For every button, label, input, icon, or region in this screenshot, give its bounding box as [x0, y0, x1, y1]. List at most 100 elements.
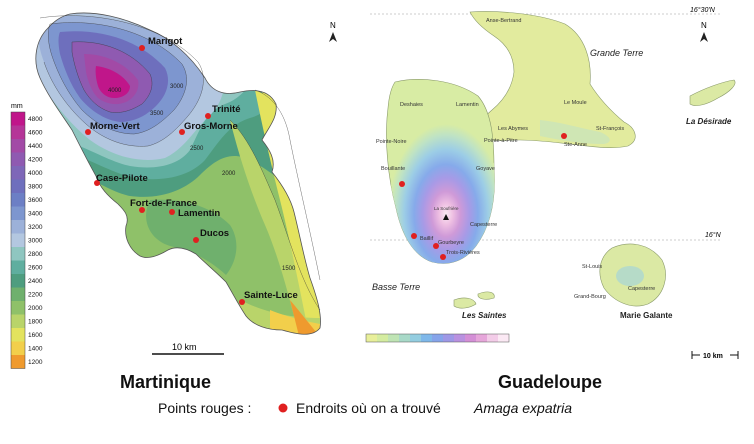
legend-tick-label: 3800 — [28, 183, 43, 190]
guadeloupe-map: 16°30'N 16°N Grande Terre Basse Terre La… — [365, 6, 739, 392]
legend-swatch — [11, 220, 25, 234]
sample-point-marker — [239, 299, 245, 305]
legend-swatch — [399, 334, 410, 342]
rainfall-legend: mm 4800 4600 4400 4200 4000 3800 3600 3400 3200 3… — [10, 103, 43, 369]
legend-swatch — [11, 206, 25, 220]
svg-text:Capesterre: Capesterre — [628, 286, 655, 292]
legend-tick-label: 1600 — [28, 332, 43, 339]
legend-tick-label: 2200 — [28, 291, 43, 298]
svg-text:La Désirade: La Désirade — [686, 117, 732, 126]
martinique-title: Martinique — [120, 372, 211, 392]
svg-text:Anse-Bertrand: Anse-Bertrand — [486, 18, 521, 24]
sample-point-marker — [399, 181, 405, 187]
martinique-contour-labels: 4000 3500 3000 2500 2000 1500 — [108, 84, 296, 272]
sample-point-marker — [193, 237, 199, 243]
svg-text:Le Moule: Le Moule — [564, 100, 587, 106]
legend-swatch — [377, 334, 388, 342]
guadeloupe-places: Anse-Bertrand Deshaies Lamentin Le Moule… — [376, 18, 655, 300]
martinique-map: 4000 3500 3000 2500 2000 1500 Marigot Tr… — [10, 12, 337, 392]
sample-point-marker — [205, 113, 211, 119]
place-label: Lamentin — [178, 208, 220, 219]
sample-point-marker — [440, 254, 446, 260]
legend-swatch — [11, 260, 25, 274]
legend-swatch — [498, 334, 509, 342]
legend-swatch — [11, 193, 25, 207]
sample-point-marker — [169, 209, 175, 215]
legend-swatch — [388, 334, 399, 342]
legend-swatch — [432, 334, 443, 342]
legend-swatch — [11, 287, 25, 301]
svg-text:Basse Terre: Basse Terre — [372, 282, 420, 292]
legend-swatch — [487, 334, 498, 342]
legend-tick-label: 2400 — [28, 278, 43, 285]
legend-swatch — [476, 334, 487, 342]
svg-text:Trois-Rivières: Trois-Rivières — [446, 250, 480, 256]
legend-tick-label: 1800 — [28, 318, 43, 325]
legend-swatch — [11, 125, 25, 139]
legend-tick-label: 3000 — [28, 237, 43, 244]
svg-text:Bouillante: Bouillante — [381, 166, 405, 172]
legend-swatch — [11, 247, 25, 261]
svg-text:10 km: 10 km — [703, 353, 723, 360]
contour-label: 2000 — [222, 171, 236, 177]
svg-text:16°30'N: 16°30'N — [690, 6, 716, 14]
legend-swatch — [11, 301, 25, 315]
svg-text:Grande Terre: Grande Terre — [590, 48, 643, 58]
contour-label: 2500 — [190, 146, 204, 152]
legend-swatch — [11, 139, 25, 153]
legend-swatch — [11, 314, 25, 328]
contour-label: 4000 — [108, 88, 122, 94]
place-label: Gros-Morne — [184, 121, 238, 132]
caption-prefix: Points rouges : — [158, 400, 251, 416]
place-label: Morne-Vert — [90, 121, 140, 132]
legend-tick-label: 4200 — [28, 156, 43, 163]
legend-swatch — [443, 334, 454, 342]
red-point-legend-icon — [278, 403, 288, 413]
legend-swatches — [10, 111, 26, 369]
legend-swatch — [410, 334, 421, 342]
legend-border — [365, 333, 510, 343]
legend-swatch — [421, 334, 432, 342]
les-saintes-island — [453, 297, 477, 309]
caption-text: Endroits où on a trouvé — [296, 400, 441, 416]
sample-point-marker — [433, 243, 439, 249]
guadeloupe-sample-points — [399, 133, 567, 260]
svg-text:Les Saintes: Les Saintes — [462, 311, 507, 320]
martinique-contours — [39, 15, 321, 311]
legend-tick-label: 3200 — [28, 224, 43, 231]
legend-tick-label: 1200 — [28, 359, 43, 366]
svg-text:N: N — [701, 21, 707, 30]
svg-text:Lamentin: Lamentin — [456, 102, 479, 108]
legend-swatch — [366, 334, 377, 342]
north-arrow-icon: N — [329, 21, 337, 42]
legend-swatch — [465, 334, 476, 342]
svg-text:Gourbeyre: Gourbeyre — [438, 240, 464, 246]
guadeloupe-rainfall-legend — [365, 333, 510, 343]
legend-tick-label: 1400 — [28, 345, 43, 352]
legend-tick-label: 2600 — [28, 264, 43, 271]
guadeloupe-region-labels: Grande Terre Basse Terre La Désirade Les… — [372, 48, 732, 320]
legend-tick-labels: 4800 4600 4400 4200 4000 3800 3600 3400 3200 3000… — [28, 116, 43, 366]
contour-label: 3000 — [170, 84, 184, 90]
legend-swatch — [11, 328, 25, 342]
legend-tick-label: 2800 — [28, 251, 43, 258]
north-arrow-icon: N — [700, 21, 708, 42]
svg-text:N: N — [330, 21, 336, 30]
place-label: Sainte-Luce — [244, 290, 298, 301]
svg-text:St-François: St-François — [596, 126, 624, 132]
sample-point-marker — [139, 45, 145, 51]
sample-point-marker — [139, 207, 145, 213]
sample-point-marker — [179, 129, 185, 135]
legend-swatch — [11, 233, 25, 247]
svg-text:Pointe-Noire: Pointe-Noire — [376, 139, 407, 145]
svg-text:La Soufrière: La Soufrière — [434, 206, 459, 211]
grande-terre-island — [469, 11, 636, 148]
guadeloupe-scale-bar: 10 km — [691, 351, 739, 360]
place-label: Trinité — [212, 104, 241, 115]
sample-point-marker — [85, 129, 91, 135]
sample-point-marker — [94, 180, 100, 186]
svg-text:St-Louis: St-Louis — [582, 264, 602, 270]
svg-text:Capesterre: Capesterre — [470, 222, 497, 228]
svg-text:Grand-Bourg: Grand-Bourg — [574, 294, 606, 300]
martinique-rainfall-zones — [35, 12, 321, 335]
